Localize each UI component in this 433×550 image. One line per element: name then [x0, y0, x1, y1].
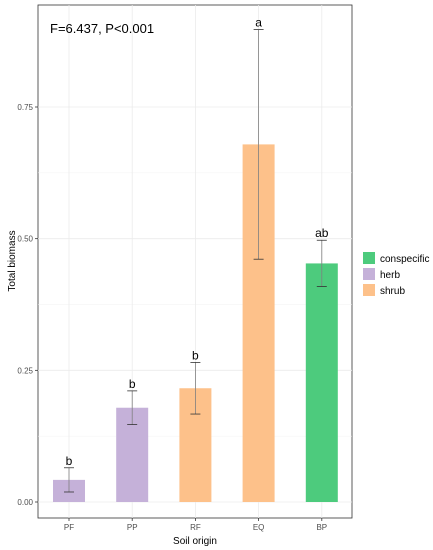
y-axis-ticks: 0.00 0.25 0.50 0.75 — [17, 103, 38, 507]
significance-letter: b — [192, 348, 199, 362]
significance-letter: a — [255, 16, 262, 30]
significance-letters: b b b a ab — [66, 16, 329, 468]
x-axis-ticks: PF PP RF EQ BP — [64, 518, 327, 532]
y-tick-label: 0.75 — [17, 103, 33, 112]
significance-letter: ab — [315, 226, 329, 240]
legend-label-herb: herb — [380, 270, 400, 281]
legend-label-conspecific: conspecific — [380, 254, 429, 265]
x-tick-label: BP — [316, 523, 327, 532]
y-tick-label: 0.00 — [17, 498, 33, 507]
stats-annotation: F=6.437, P<0.001 — [50, 21, 154, 36]
significance-letter: b — [66, 454, 73, 468]
x-tick-label: PP — [127, 523, 138, 532]
legend-swatch-conspecific — [363, 252, 375, 264]
bars — [53, 144, 338, 503]
legend-label-shrub: shrub — [380, 286, 405, 297]
x-tick-label: PF — [64, 523, 74, 532]
bar-bp — [305, 263, 338, 502]
significance-letter: b — [129, 377, 136, 391]
error-bars — [64, 29, 327, 493]
legend: conspecific herb shrub — [363, 252, 429, 297]
y-tick-label: 0.50 — [17, 235, 33, 244]
x-tick-label: EQ — [253, 523, 265, 532]
legend-swatch-shrub — [363, 284, 375, 296]
y-tick-label: 0.25 — [17, 366, 33, 375]
y-axis-title: Total biomass — [7, 230, 18, 291]
x-axis-title: Soil origin — [173, 536, 217, 547]
legend-swatch-herb — [363, 268, 375, 280]
x-tick-label: RF — [190, 523, 201, 532]
